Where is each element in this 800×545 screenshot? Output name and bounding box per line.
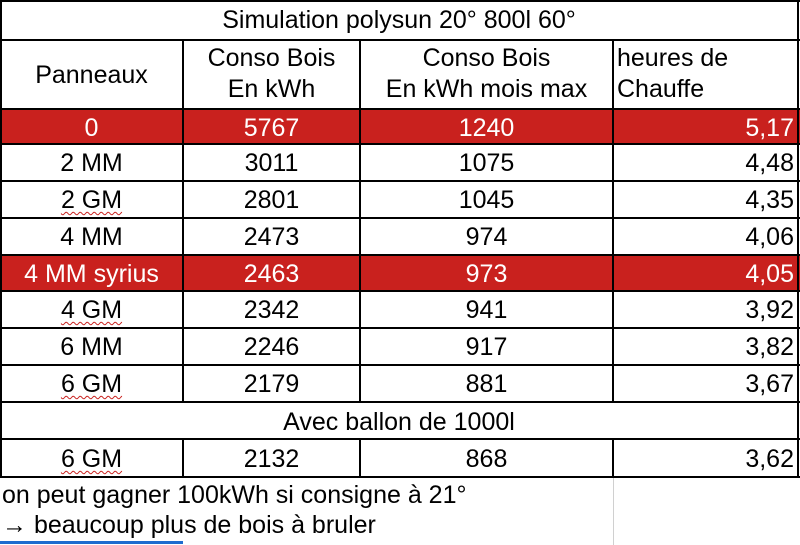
table-row: 6 GM 2179 881 3,67 bbox=[0, 366, 800, 402]
cell-conso[interactable]: 2463 bbox=[243, 260, 300, 288]
cell-max[interactable]: 868 bbox=[465, 445, 508, 473]
header-conso[interactable]: Conso Bois En kWh bbox=[183, 40, 360, 110]
cell-max[interactable]: 881 bbox=[465, 370, 508, 398]
cell-panneaux[interactable]: 4 MM syrius bbox=[24, 260, 159, 288]
sheet-gridline bbox=[613, 478, 614, 545]
cell-heures[interactable]: 4,06 bbox=[745, 223, 794, 251]
cell-panneaux-text: 6 GM bbox=[60, 445, 123, 473]
cell-max[interactable]: 1075 bbox=[458, 149, 515, 177]
table-row: 2 MM 3011 1075 4,48 bbox=[0, 145, 800, 181]
header-heures[interactable]: heures de Chauffe bbox=[613, 40, 798, 110]
cell-max[interactable]: 974 bbox=[465, 223, 508, 251]
cell-heures[interactable]: 3,92 bbox=[745, 296, 794, 324]
cell-max[interactable]: 973 bbox=[465, 260, 508, 288]
cell-max[interactable]: 1240 bbox=[458, 114, 515, 142]
grid-line bbox=[0, 180, 800, 182]
grid-line bbox=[182, 39, 184, 402]
cell-conso[interactable]: 2342 bbox=[243, 296, 300, 324]
cell-panneaux[interactable]: 0 bbox=[84, 114, 99, 142]
grid-line bbox=[182, 438, 184, 478]
grid-line bbox=[0, 0, 2, 478]
grid-line bbox=[0, 327, 800, 329]
grid-line bbox=[0, 217, 800, 219]
cell-panneaux[interactable]: 2 MM bbox=[60, 149, 123, 177]
cell-conso[interactable]: 3011 bbox=[244, 149, 299, 177]
header-heures-line1: heures de bbox=[617, 44, 729, 72]
cell-heures[interactable]: 4,05 bbox=[745, 260, 794, 288]
grid-line bbox=[797, 0, 799, 478]
table-row: 6 MM 2246 917 3,82 bbox=[0, 329, 800, 365]
note-line[interactable]: → beaucoup plus de bois à bruler bbox=[2, 511, 376, 539]
cell-panneaux[interactable]: 2 GM bbox=[0, 182, 183, 218]
grid-line bbox=[0, 476, 800, 478]
cell-panneaux-text: 4 GM bbox=[60, 296, 123, 324]
header-max-line2: En kWh mois max bbox=[385, 75, 588, 103]
cell-panneaux-text: 6 GM bbox=[60, 370, 123, 398]
cell-panneaux-text: 2 GM bbox=[60, 186, 123, 214]
section-row: Avec ballon de 1000l bbox=[0, 404, 800, 440]
table-title[interactable]: Simulation polysun 20° 800l 60° bbox=[222, 6, 576, 34]
grid-line bbox=[0, 0, 800, 2]
grid-line bbox=[0, 438, 800, 440]
cell-heures[interactable]: 3,82 bbox=[745, 333, 794, 361]
header-max-line1: Conso Bois bbox=[422, 44, 551, 72]
grid-line bbox=[0, 401, 800, 403]
header-conso-max[interactable]: Conso Bois En kWh mois max bbox=[360, 40, 613, 110]
table-row: 2 GM 2801 1045 4,35 bbox=[0, 182, 800, 218]
header-conso-line2: En kWh bbox=[227, 75, 316, 103]
cell-max[interactable]: 917 bbox=[465, 333, 508, 361]
cell-heures[interactable]: 4,35 bbox=[745, 186, 794, 214]
grid-line bbox=[0, 39, 800, 41]
header-conso-line1: Conso Bois bbox=[207, 44, 336, 72]
cell-panneaux[interactable]: 6 GM bbox=[0, 441, 183, 477]
table-row: 4 MM 2473 974 4,06 bbox=[0, 219, 800, 255]
cell-panneaux[interactable]: 6 GM bbox=[0, 366, 183, 402]
cell-panneaux[interactable]: 6 MM bbox=[60, 333, 123, 361]
grid-line bbox=[0, 290, 800, 292]
cell-conso[interactable]: 2801 bbox=[243, 186, 300, 214]
cell-conso[interactable]: 2473 bbox=[243, 223, 300, 251]
cell-panneaux[interactable]: 4 MM bbox=[60, 223, 123, 251]
grid-line bbox=[0, 254, 800, 256]
cell-heures[interactable]: 4,48 bbox=[745, 149, 794, 177]
cell-max[interactable]: 941 bbox=[465, 296, 508, 324]
grid-line bbox=[359, 438, 361, 478]
table-row: 6 GM 2132 868 3,62 bbox=[0, 441, 800, 477]
title-row: Simulation polysun 20° 800l 60° bbox=[0, 2, 800, 40]
cell-heures[interactable]: 5,17 bbox=[745, 114, 794, 142]
cell-conso[interactable]: 5767 bbox=[243, 114, 300, 142]
cell-heures[interactable]: 3,67 bbox=[745, 370, 794, 398]
grid-line bbox=[0, 108, 800, 110]
grid-line bbox=[612, 39, 614, 402]
header-panneaux[interactable]: Panneaux bbox=[35, 61, 148, 89]
table-row: 4 MM syrius 2463 973 4,05 bbox=[0, 256, 800, 290]
grid-line bbox=[0, 364, 800, 366]
cell-panneaux[interactable]: 4 GM bbox=[0, 292, 183, 328]
section-title[interactable]: Avec ballon de 1000l bbox=[283, 408, 515, 436]
cell-cursor bbox=[0, 541, 183, 544]
grid-line bbox=[612, 438, 614, 478]
table-row: 0 5767 1240 5,17 bbox=[0, 110, 800, 144]
table-row: 4 GM 2342 941 3,92 bbox=[0, 292, 800, 328]
note-line[interactable]: on peut gagner 100kWh si consigne à 21° bbox=[2, 481, 467, 509]
cell-conso[interactable]: 2246 bbox=[243, 333, 300, 361]
cell-max[interactable]: 1045 bbox=[458, 186, 515, 214]
grid-line bbox=[0, 143, 800, 145]
cell-conso[interactable]: 2179 bbox=[243, 370, 300, 398]
cell-heures[interactable]: 3,62 bbox=[745, 445, 794, 473]
grid-line bbox=[359, 39, 361, 402]
header-row: Panneaux Conso Bois En kWh Conso Bois En… bbox=[0, 40, 800, 110]
header-heures-line2: Chauffe bbox=[617, 75, 705, 103]
notes: on peut gagner 100kWh si consigne à 21° … bbox=[2, 480, 792, 540]
cell-conso[interactable]: 2132 bbox=[243, 445, 300, 473]
